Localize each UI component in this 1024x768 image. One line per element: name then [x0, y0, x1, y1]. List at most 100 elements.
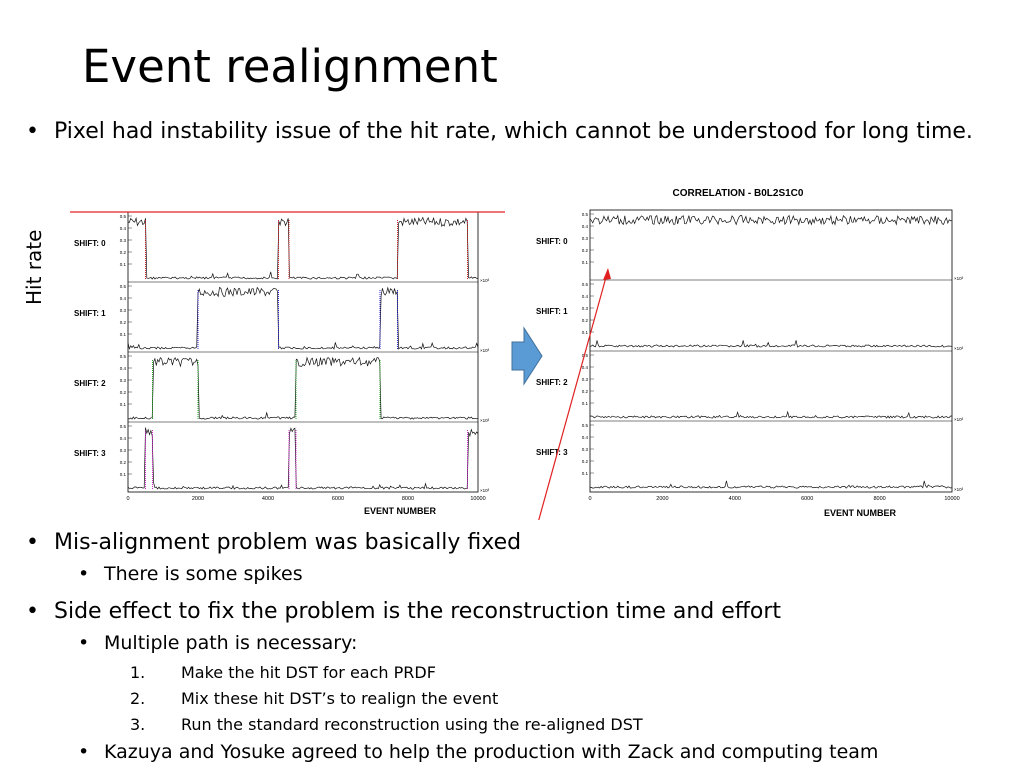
sub-bullet-dot: •: [78, 632, 90, 654]
x-tick-label: 8000: [402, 496, 414, 502]
y-tick-label: 0.4: [120, 436, 127, 441]
step-text: Make the hit DST for each PRDF: [181, 663, 436, 682]
shift-label: SHIFT: 1: [536, 307, 568, 316]
shift-label: SHIFT: 0: [536, 237, 568, 246]
y-tick-label: 0.1: [582, 260, 589, 265]
red-pointer-line: [538, 269, 609, 520]
x-tick-label: 2000: [192, 496, 204, 502]
sub-bullet-spikes: There is some spikes: [104, 563, 303, 585]
hit-rate-trace: [589, 480, 953, 489]
y-tick-label: 0.5: [582, 353, 589, 358]
y-tick-label: 0.3: [120, 308, 127, 313]
y-tick-label: 0.4: [120, 366, 127, 371]
y-axis-label: Hit rate: [22, 229, 46, 305]
scale-label: ×10³: [480, 418, 490, 423]
y-tick-label: 0.1: [120, 402, 127, 407]
hit-rate-trace: [127, 427, 479, 490]
bullet-dot: •: [26, 119, 39, 144]
step-text: Mix these hit DST’s to realign the event: [181, 689, 499, 708]
sub-bullet-multiple-path: Multiple path is necessary:: [104, 632, 358, 654]
sub-bullet-dot: •: [78, 741, 90, 763]
hit-rate-trace: [589, 214, 953, 226]
y-tick-label: 0.5: [120, 354, 127, 359]
y-tick-label: 0.4: [120, 226, 127, 231]
y-tick-label: 0.1: [120, 472, 127, 477]
x-tick-label: 10000: [944, 496, 959, 502]
y-tick-label: 0.2: [582, 248, 589, 253]
right-plot-panel: SHIFT: 0 0.5 0.4 0.3 0.2 0.1 ×10³ SHIFT: 1 0.5 0.…: [536, 209, 964, 502]
y-tick-label: 0.3: [582, 377, 589, 382]
y-tick-label: 0.3: [582, 306, 589, 311]
hit-rate-trace: [127, 216, 479, 280]
scale-label: ×10³: [480, 278, 490, 283]
x-tick-label: 6000: [801, 496, 813, 502]
x-tick-label: 6000: [332, 496, 344, 502]
hit-rate-trace: [127, 286, 479, 350]
y-tick-label: 0.3: [120, 378, 127, 383]
y-tick-label: 0.4: [582, 224, 589, 229]
step-number: 3.: [130, 715, 146, 734]
sub-bullet-dot: •: [78, 563, 90, 585]
bullet-dot: •: [26, 599, 39, 624]
x-tick-label: 0: [126, 496, 129, 502]
bullet-text-misalignment: Mis-alignment problem was basically fixe…: [54, 530, 522, 555]
y-tick-label: 0.4: [582, 365, 589, 370]
left-x-axis-label: EVENT NUMBER: [364, 506, 437, 516]
y-tick-label: 0.5: [582, 282, 589, 287]
y-tick-label: 0.3: [120, 238, 127, 243]
hit-rate-figure: CORRELATION - B0L2S1C0 SHIFT: 0 0.5 0.4 0.3…: [70, 188, 964, 520]
y-tick-label: 0.3: [120, 448, 127, 453]
scale-label: ×10³: [480, 348, 490, 353]
y-tick-label: 0.1: [582, 471, 589, 476]
x-tick-label: 2000: [656, 496, 668, 502]
x-tick-label: 4000: [729, 496, 741, 502]
y-tick-label: 0.2: [582, 459, 589, 464]
shift-label: SHIFT: 3: [536, 448, 568, 457]
y-tick-label: 0.1: [582, 330, 589, 335]
y-tick-label: 0.2: [120, 320, 127, 325]
y-tick-label: 0.3: [582, 236, 589, 241]
x-tick-label: 4000: [262, 496, 274, 502]
bullet-text-instability: Pixel had instability issue of the hit r…: [54, 119, 973, 144]
scale-label: ×10³: [954, 276, 964, 281]
scale-label: ×10³: [954, 487, 964, 492]
shift-label: SHIFT: 2: [536, 378, 568, 387]
left-plot-panel: SHIFT: 0 0.5 0.4 0.3 0.2 0.1 ×10³ SHIFT: 1 0.5 0.…: [70, 211, 505, 502]
step-number: 2.: [130, 689, 146, 708]
y-tick-label: 0.5: [582, 423, 589, 428]
y-tick-label: 0.1: [582, 401, 589, 406]
y-tick-label: 0.5: [120, 424, 127, 429]
shift-label: SHIFT: 3: [74, 449, 106, 458]
x-tick-label: 8000: [873, 496, 885, 502]
y-tick-label: 0.4: [120, 296, 127, 301]
x-tick-label: 0: [588, 496, 591, 502]
slide-title: Event realignment: [82, 40, 498, 93]
y-tick-label: 0.2: [120, 390, 127, 395]
shift-label: SHIFT: 0: [74, 239, 106, 248]
hit-rate-trace: [127, 356, 479, 420]
y-tick-label: 0.4: [582, 294, 589, 299]
bullet-dot: •: [26, 530, 39, 555]
y-tick-label: 0.1: [120, 262, 127, 267]
sub-bullet-production-help: Kazuya and Yosuke agreed to help the pro…: [104, 741, 879, 763]
step-text: Run the standard reconstruction using th…: [181, 715, 643, 734]
y-tick-label: 0.4: [582, 435, 589, 440]
y-tick-label: 0.1: [120, 332, 127, 337]
y-tick-label: 0.5: [120, 284, 127, 289]
y-tick-label: 0.5: [582, 212, 589, 217]
step-number: 1.: [130, 663, 146, 682]
y-tick-label: 0.3: [582, 447, 589, 452]
right-arrow-icon: [511, 326, 543, 386]
scale-label: ×10³: [954, 346, 964, 351]
right-x-axis-label: EVENT NUMBER: [824, 508, 897, 518]
y-tick-label: 0.2: [120, 460, 127, 465]
x-tick-label: 10000: [470, 496, 485, 502]
bullet-text-side-effect: Side effect to fix the problem is the re…: [54, 599, 782, 624]
hit-rate-trace: [589, 340, 953, 348]
y-tick-label: 0.5: [120, 214, 127, 219]
y-tick-label: 0.2: [582, 389, 589, 394]
shift-label: SHIFT: 2: [74, 379, 106, 388]
scale-label: ×10³: [480, 488, 490, 493]
hit-rate-trace: [589, 410, 952, 419]
scale-label: ×10³: [954, 417, 964, 422]
